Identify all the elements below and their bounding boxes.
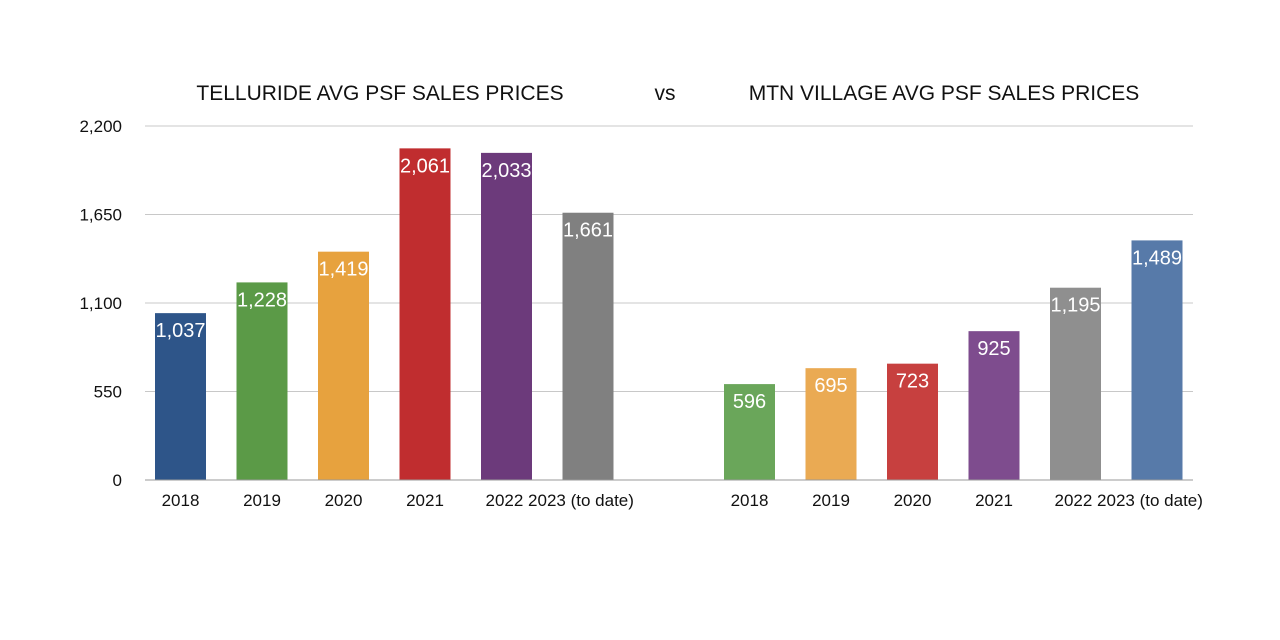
mtn-village-bar-2022 xyxy=(1050,287,1101,480)
bars xyxy=(155,148,1183,481)
value-labels: 1,037 1,228 1,419 2,061 2,033 1,661 596 695 723 9… xyxy=(155,155,1182,413)
mtn-village-value-label: 596 xyxy=(733,391,766,413)
telluride-category-label: 2018 xyxy=(162,491,200,510)
mtn-village-value-label: 695 xyxy=(814,375,847,397)
mtn-village-chart-title: MTN VILLAGE AVG PSF SALES PRICES xyxy=(749,82,1140,105)
telluride-value-label: 1,037 xyxy=(155,320,205,342)
telluride-category-label: 2023 (to date) xyxy=(523,491,634,510)
mtn-village-category-label: 2019 xyxy=(812,491,850,510)
mtn-village-category-label: 2022 xyxy=(1055,491,1093,510)
y-tick-label: 2,200 xyxy=(79,117,122,136)
telluride-bar-2019 xyxy=(236,282,288,480)
telluride-category-label: 2022 xyxy=(486,491,524,510)
mtn-village-bar-2018 xyxy=(724,384,775,480)
telluride-chart-title: TELLURIDE AVG PSF SALES PRICES xyxy=(196,82,563,105)
mtn-village-bar-2020 xyxy=(887,363,938,480)
telluride-value-label: 1,228 xyxy=(237,289,287,311)
y-tick-label: 550 xyxy=(94,383,122,402)
telluride-value-label: 2,033 xyxy=(481,160,531,182)
mtn-village-value-label: 1,195 xyxy=(1050,295,1100,317)
mtn-village-bar-2019 xyxy=(805,368,857,480)
telluride-category-label: 2020 xyxy=(325,491,363,510)
mtn-village-category-label: 2023 (to date) xyxy=(1092,491,1203,510)
mtn-village-value-label: 723 xyxy=(896,371,929,393)
mtn-village-category-label: 2021 xyxy=(975,491,1013,510)
mtn-village-value-label: 925 xyxy=(977,338,1010,360)
telluride-bar-2021 xyxy=(399,148,451,480)
category-labels: 2018 2019 2020 2021 2022 2023 (to date) 2018 2… xyxy=(162,491,1203,510)
telluride-category-label: 2019 xyxy=(243,491,281,510)
mtn-village-category-label: 2018 xyxy=(731,491,769,510)
mtn-village-category-label: 2020 xyxy=(894,491,932,510)
telluride-value-label: 1,419 xyxy=(318,259,368,281)
telluride-value-label: 2,061 xyxy=(400,155,450,177)
y-tick-label: 1,650 xyxy=(79,206,122,225)
telluride-value-label: 1,661 xyxy=(563,220,613,242)
telluride-bar-2023 xyxy=(562,212,614,481)
telluride-category-label-combined: 2022 2023 (to date) xyxy=(486,491,634,510)
gridlines xyxy=(145,125,1193,392)
y-axis-ticks: 0 550 1,100 1,650 2,200 xyxy=(79,117,122,490)
mtn-village-value-label: 1,489 xyxy=(1132,247,1182,269)
y-tick-label: 0 xyxy=(113,471,122,490)
mtn-village-bar-2023 xyxy=(1131,240,1183,480)
mtn-village-bar-2021 xyxy=(968,331,1020,480)
telluride-bar-2022 xyxy=(481,152,532,480)
mtn-village-category-label-combined: 2022 2023 (to date) xyxy=(1055,491,1203,510)
y-tick-label: 1,100 xyxy=(79,294,122,313)
telluride-bar-2020 xyxy=(318,251,369,480)
vs-label: vs xyxy=(655,82,676,105)
telluride-bar-2018 xyxy=(155,313,206,480)
telluride-category-label: 2021 xyxy=(406,491,444,510)
